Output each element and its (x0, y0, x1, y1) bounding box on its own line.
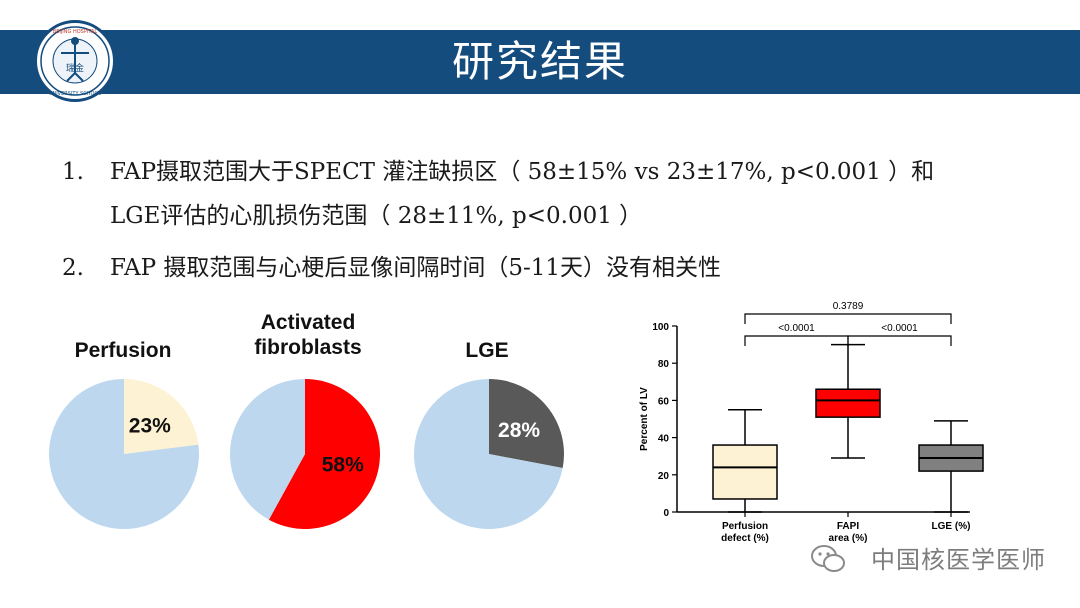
findings-list: 1. FAP摄取范围大于SPECT 灌注缺损区（ 58±15% vs 23±17… (62, 150, 1062, 290)
pie-slice (489, 379, 564, 469)
pie-slice-label: 28% (498, 419, 540, 442)
y-tick-label: 40 (658, 434, 670, 445)
finding-number: 2. (62, 255, 84, 281)
pie-slice (414, 379, 563, 529)
logo-center-text: 瑞金 (66, 62, 84, 74)
x-tick-label: FAPI (837, 521, 859, 532)
y-tick-label: 0 (663, 508, 669, 519)
wechat-icon (811, 545, 845, 572)
pie-slice (268, 379, 380, 529)
comparison-bracket (744, 313, 952, 324)
logo-top-text: BEIJING HOSPITAL (53, 29, 98, 35)
finding-2: 2. FAP 摄取范围与心梗后显像间隔时间（5-11天）没有相关性 (62, 246, 1062, 290)
y-tick-label: 80 (658, 359, 670, 370)
pie-slice-label: 58% (322, 454, 364, 477)
x-tick-label: area (%) (829, 533, 868, 544)
box-plot: 0 20 40 60 80 100 Percent of LV Perfusiondefect… (639, 301, 984, 544)
logo-bottom-text: UNIVERSITY SCHOOL (49, 91, 102, 97)
pie-slice (229, 379, 305, 520)
pie-chart-lge: 28% (414, 379, 564, 529)
x-tick-label: defect (%) (721, 533, 769, 544)
finding-text-line1: FAP摄取范围大于SPECT 灌注缺损区（ 58±15% vs 23±17%, … (110, 159, 935, 185)
y-tick-label: 100 (652, 322, 669, 333)
pie-title-line: Activated (260, 311, 356, 334)
comparison-p-value: <0.0001 (778, 323, 815, 334)
finding-number: 1. (62, 159, 84, 185)
pie-chart-perfusion: 23% (48, 379, 199, 529)
watermark-text: 中国核医学医师 (871, 546, 1046, 574)
pie-title-fibroblasts: Activated fibroblasts (228, 310, 388, 360)
comparison-bracket (847, 335, 952, 346)
finding-text-line2: LGE评估的心肌损伤范围（ 28±11%, p<0.001 ） (110, 203, 643, 229)
y-tick-label: 60 (658, 396, 670, 407)
pie-title-line: fibroblasts (254, 336, 362, 359)
pie-slice-label: 23% (129, 415, 171, 438)
comparison-p-value: <0.0001 (881, 323, 918, 334)
x-tick-label: Perfusion (722, 521, 768, 532)
box (815, 388, 881, 418)
comparison-p-value: 0.3789 (833, 301, 864, 312)
pie-slice (124, 379, 199, 454)
pie-chart-fibroblasts: 58% (229, 379, 380, 529)
pie-title-perfusion: Perfusion (74, 339, 172, 362)
finding-text-line1: FAP 摄取范围与心梗后显像间隔时间（5-11天）没有相关性 (110, 255, 722, 281)
institution-logo: 瑞金 BEIJING HOSPITAL UNIVERSITY SCHOOL (34, 20, 116, 102)
x-tick-label: LGE (%) (932, 521, 971, 532)
finding-1: 1. FAP摄取范围大于SPECT 灌注缺损区（ 58±15% vs 23±17… (62, 150, 1062, 238)
pie-slice (48, 379, 199, 529)
header-bar (0, 30, 1080, 94)
page-title: 研究结果 (451, 37, 628, 86)
box (712, 444, 778, 500)
pie-title-lge: LGE (465, 339, 509, 362)
y-tick-label: 20 (658, 471, 670, 482)
y-axis-label: Percent of LV (639, 387, 650, 451)
